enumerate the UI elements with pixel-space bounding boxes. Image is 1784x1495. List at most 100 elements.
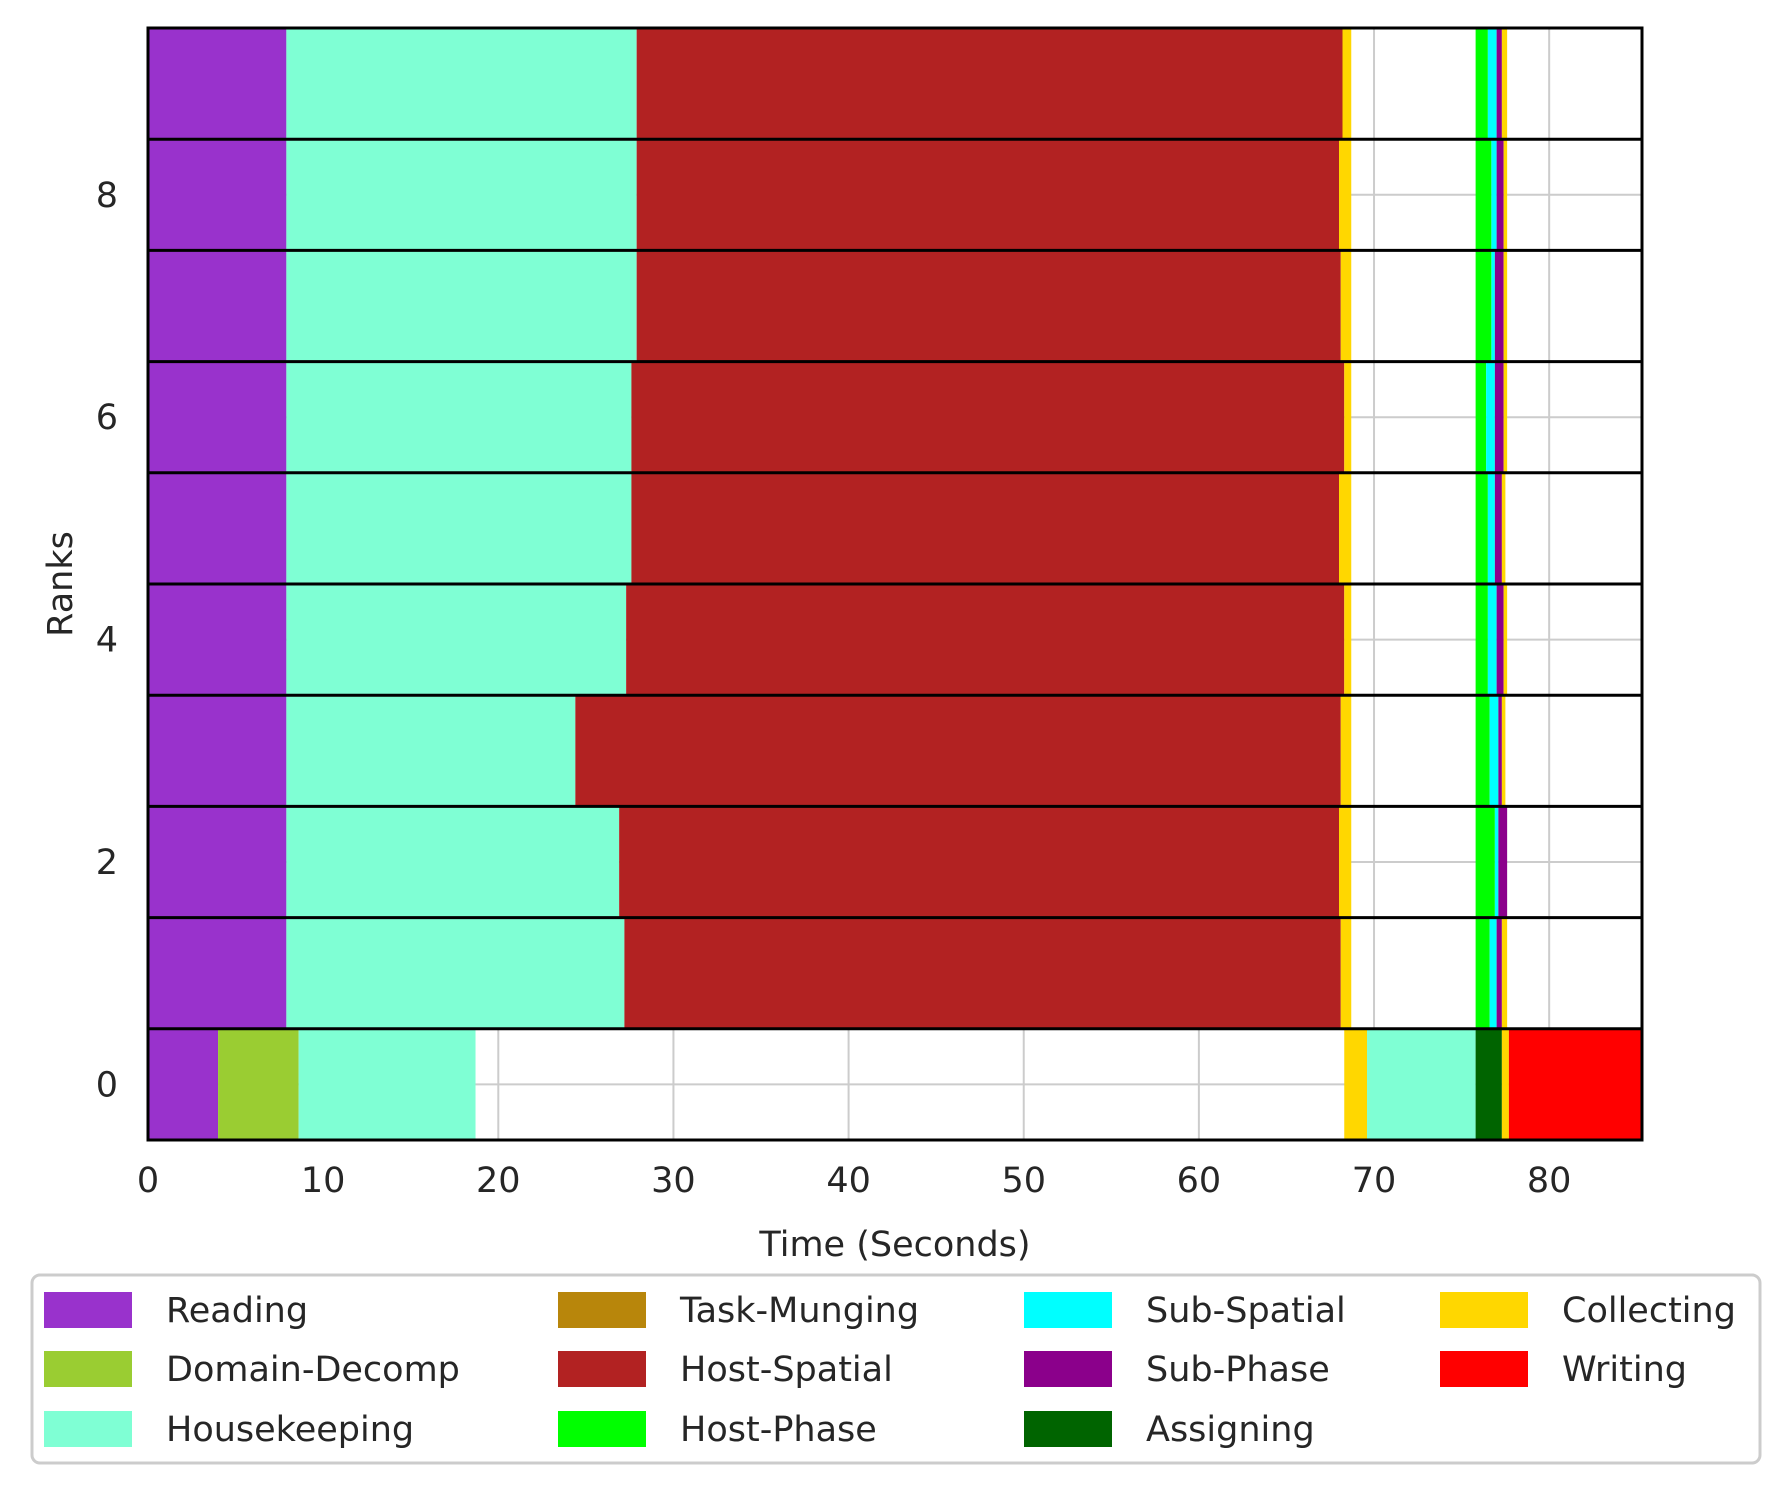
bar-rank-8-host-phase <box>1475 139 1492 251</box>
bar-rank-3-sub-phase <box>1498 695 1502 807</box>
x-tick-label: 10 <box>301 1161 346 1201</box>
bar-rank-9-collecting <box>1501 28 1508 140</box>
x-axis-label: Time (Seconds) <box>758 1225 1030 1265</box>
bar-rank-0-collecting <box>1501 1028 1509 1140</box>
legend-swatch-domain-decomp <box>44 1351 132 1387</box>
legend-label-collecting: Collecting <box>1562 1291 1736 1331</box>
y-axis-ticks: 0 2 4 6 8 <box>96 176 118 1106</box>
x-tick-label: 80 <box>1527 1161 1572 1201</box>
bar-rank-2-reading <box>148 806 287 918</box>
bar-rank-2-collecting <box>1338 806 1352 918</box>
bar-rank-1-reading <box>148 917 287 1029</box>
bar-rank-5-housekeeping <box>286 472 632 584</box>
bar-rank-3-sub-spatial <box>1489 695 1499 807</box>
x-axis-ticks: 0 10 20 30 40 50 60 70 80 <box>137 1161 1572 1201</box>
bar-rank-9-host-spatial <box>636 28 1343 140</box>
bar-rank-6-host-spatial <box>631 361 1345 473</box>
bar-rank-1-housekeeping <box>286 917 625 1029</box>
legend-swatch-assigning <box>1024 1411 1112 1447</box>
x-tick-label: 30 <box>651 1161 696 1201</box>
bar-rank-2-host-spatial <box>619 806 1339 918</box>
legend-swatch-sub-phase <box>1024 1351 1112 1387</box>
bar-rank-5-host-phase <box>1475 472 1488 584</box>
bar-rank-0-writing <box>1508 1028 1642 1140</box>
x-tick-label: 50 <box>1001 1161 1046 1201</box>
x-tick-label: 0 <box>137 1161 159 1201</box>
bar-rank-3-housekeeping <box>286 695 576 807</box>
bar-rank-9-sub-phase <box>1496 28 1502 140</box>
legend-label-housekeeping: Housekeeping <box>166 1410 414 1450</box>
legend-label-host-spatial: Host-Spatial <box>680 1350 893 1390</box>
legend-swatch-host-spatial <box>558 1351 646 1387</box>
legend: Reading Domain-Decomp Housekeeping Task-Mun… <box>30 1273 1762 1465</box>
legend-label-writing: Writing <box>1562 1350 1687 1390</box>
y-tick-label: 0 <box>96 1065 118 1105</box>
bar-rank-7-host-phase <box>1475 250 1492 362</box>
rank-separators <box>148 137 1642 1142</box>
bar-rank-2-sub-phase <box>1498 806 1508 918</box>
bar-rank-6-reading <box>148 361 287 473</box>
bar-rank-0-domain-decomp <box>218 1028 299 1140</box>
bar-rank-4-collecting <box>1344 584 1352 696</box>
x-tick-label: 70 <box>1352 1161 1397 1201</box>
bar-rank-9-collecting <box>1342 28 1352 140</box>
bar-rank-8-collecting <box>1338 139 1352 251</box>
bar-rank-8-host-spatial <box>636 139 1339 251</box>
bar-rank-1-host-phase <box>1475 917 1490 1029</box>
y-tick-label: 8 <box>96 176 118 216</box>
bar-rank-4-sub-spatial <box>1487 584 1497 696</box>
bar-rank-0-assigning <box>1475 1028 1502 1140</box>
bar-rank-6-host-phase <box>1475 361 1487 473</box>
bar-rank-4-housekeeping <box>286 584 627 696</box>
bar-rank-2-sub-spatial <box>1494 806 1499 918</box>
bar-rank-7-reading <box>148 250 287 362</box>
bar-rank-1-sub-spatial <box>1489 917 1497 1029</box>
plot-frame <box>146 26 1644 1142</box>
bar-rank-1-collecting <box>1340 917 1352 1029</box>
bar-rank-1-collecting <box>1501 917 1508 1029</box>
legend-label-task-munging: Task-Munging <box>679 1291 919 1331</box>
bar-rank-2-housekeeping <box>286 806 620 918</box>
bar-rank-0-housekeeping <box>298 1028 476 1140</box>
bar-rank-6-collecting <box>1503 361 1508 473</box>
bar-rank-4-host-phase <box>1475 584 1488 696</box>
bar-rank-9-host-phase <box>1475 28 1488 140</box>
bar-rank-4-host-spatial <box>626 584 1345 696</box>
bar-rank-7-sub-spatial <box>1491 250 1495 362</box>
legend-label-reading: Reading <box>166 1291 308 1331</box>
legend-swatch-sub-spatial <box>1024 1292 1112 1328</box>
bar-rank-7-host-spatial <box>636 250 1341 362</box>
bar-rank-5-sub-spatial <box>1487 472 1495 584</box>
y-axis-label: Ranks <box>41 531 81 637</box>
y-tick-label: 6 <box>96 398 118 438</box>
x-tick-label: 60 <box>1177 1161 1222 1201</box>
bar-rank-7-housekeeping <box>286 250 637 362</box>
bar-rank-6-housekeeping <box>286 361 632 473</box>
x-tick-label: 40 <box>826 1161 871 1201</box>
bar-rank-3-collecting <box>1501 695 1506 807</box>
bar-rank-5-collecting <box>1338 472 1352 584</box>
bar-rank-9-sub-spatial <box>1487 28 1497 140</box>
bar-rank-7-sub-phase <box>1494 250 1504 362</box>
bar-rank-9-reading <box>148 28 287 140</box>
bar-rank-8-sub-phase <box>1496 139 1504 251</box>
bar-rank-6-collecting <box>1344 361 1352 473</box>
bar-rank-3-reading <box>148 695 287 807</box>
legend-swatch-reading <box>44 1292 132 1328</box>
bar-rank-0-housekeeping <box>1367 1028 1476 1140</box>
bar-rank-0-collecting <box>1344 1028 1368 1140</box>
bar-rank-5-sub-phase <box>1494 472 1502 584</box>
y-tick-label: 4 <box>96 621 118 661</box>
bar-rank-7-collecting <box>1503 250 1508 362</box>
x-tick-label: 20 <box>476 1161 521 1201</box>
rank-bars <box>148 28 1642 1140</box>
bar-rank-9-housekeeping <box>286 28 637 140</box>
bar-rank-8-reading <box>148 139 287 251</box>
bar-rank-6-sub-phase <box>1494 361 1504 473</box>
bar-rank-4-sub-phase <box>1496 584 1504 696</box>
legend-swatch-writing <box>1440 1351 1528 1387</box>
bar-rank-7-collecting <box>1340 250 1352 362</box>
bar-rank-5-host-spatial <box>631 472 1339 584</box>
bar-rank-3-collecting <box>1340 695 1352 807</box>
